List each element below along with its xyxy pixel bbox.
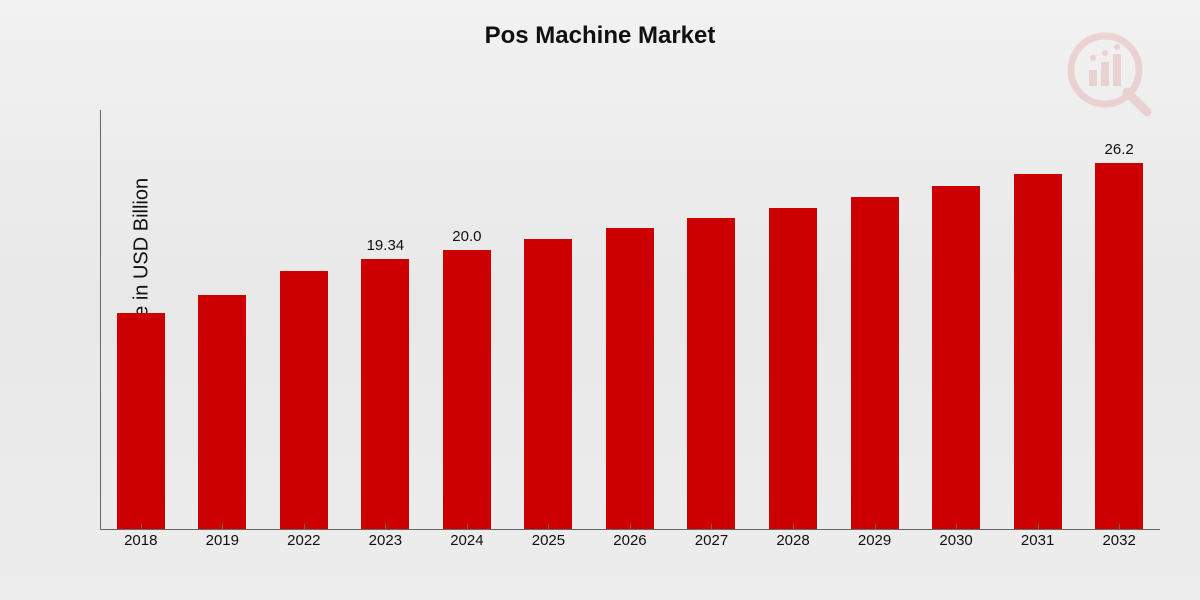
bar-slot xyxy=(752,110,834,530)
x-tick xyxy=(793,524,794,530)
x-tick-label: 2018 xyxy=(100,532,182,549)
bar-slot xyxy=(915,110,997,530)
bar: 19.34 xyxy=(361,259,409,530)
x-tick-label: 2027 xyxy=(671,532,753,549)
x-tick xyxy=(1038,524,1039,530)
bar-slot xyxy=(100,110,182,530)
x-tick xyxy=(141,524,142,530)
x-tick xyxy=(304,524,305,530)
bar xyxy=(687,218,735,530)
plot-area: 19.34 20.0 26.2 xyxy=(100,110,1160,530)
x-tick-label: 2023 xyxy=(345,532,427,549)
bar: 20.0 xyxy=(443,250,491,530)
bar-slot: 26.2 xyxy=(1078,110,1160,530)
x-tick-label: 2019 xyxy=(182,532,264,549)
x-tick xyxy=(222,524,223,530)
x-tick-label: 2022 xyxy=(263,532,345,549)
bar-slot xyxy=(834,110,916,530)
bar xyxy=(1014,174,1062,530)
x-tick-label: 2025 xyxy=(508,532,590,549)
x-tick-label: 2028 xyxy=(752,532,834,549)
x-labels-container: 2018201920222023202420252026202720282029… xyxy=(100,532,1160,549)
bar-slot: 19.34 xyxy=(345,110,427,530)
x-tick xyxy=(875,524,876,530)
x-tick xyxy=(385,524,386,530)
bar-value-label: 26.2 xyxy=(1105,141,1134,158)
chart-title: Pos Machine Market xyxy=(0,22,1200,50)
x-tick xyxy=(630,524,631,530)
bar-slot xyxy=(508,110,590,530)
x-tick xyxy=(467,524,468,530)
bar: 26.2 xyxy=(1095,163,1143,530)
bar-slot: 20.0 xyxy=(426,110,508,530)
x-tick-label: 2029 xyxy=(834,532,916,549)
bar-slot xyxy=(182,110,264,530)
x-tick-label: 2030 xyxy=(915,532,997,549)
bar xyxy=(769,208,817,530)
bar xyxy=(606,228,654,530)
x-tick-label: 2031 xyxy=(997,532,1079,549)
bar-slot xyxy=(997,110,1079,530)
bar xyxy=(198,295,246,530)
x-tick-label: 2024 xyxy=(426,532,508,549)
x-tick xyxy=(956,524,957,530)
x-tick xyxy=(711,524,712,530)
bar xyxy=(524,239,572,530)
x-tick xyxy=(548,524,549,530)
x-tick-label: 2032 xyxy=(1078,532,1160,549)
bar xyxy=(932,186,980,530)
bar xyxy=(851,197,899,530)
x-tick-label: 2026 xyxy=(589,532,671,549)
bar-slot xyxy=(671,110,753,530)
bar-slot xyxy=(263,110,345,530)
x-tick xyxy=(1119,524,1120,530)
bar xyxy=(117,313,165,530)
bar-value-label: 20.0 xyxy=(452,228,481,245)
bars-container: 19.34 20.0 26.2 xyxy=(100,110,1160,530)
bar-value-label: 19.34 xyxy=(367,237,405,254)
bar xyxy=(280,271,328,530)
bar-slot xyxy=(589,110,671,530)
